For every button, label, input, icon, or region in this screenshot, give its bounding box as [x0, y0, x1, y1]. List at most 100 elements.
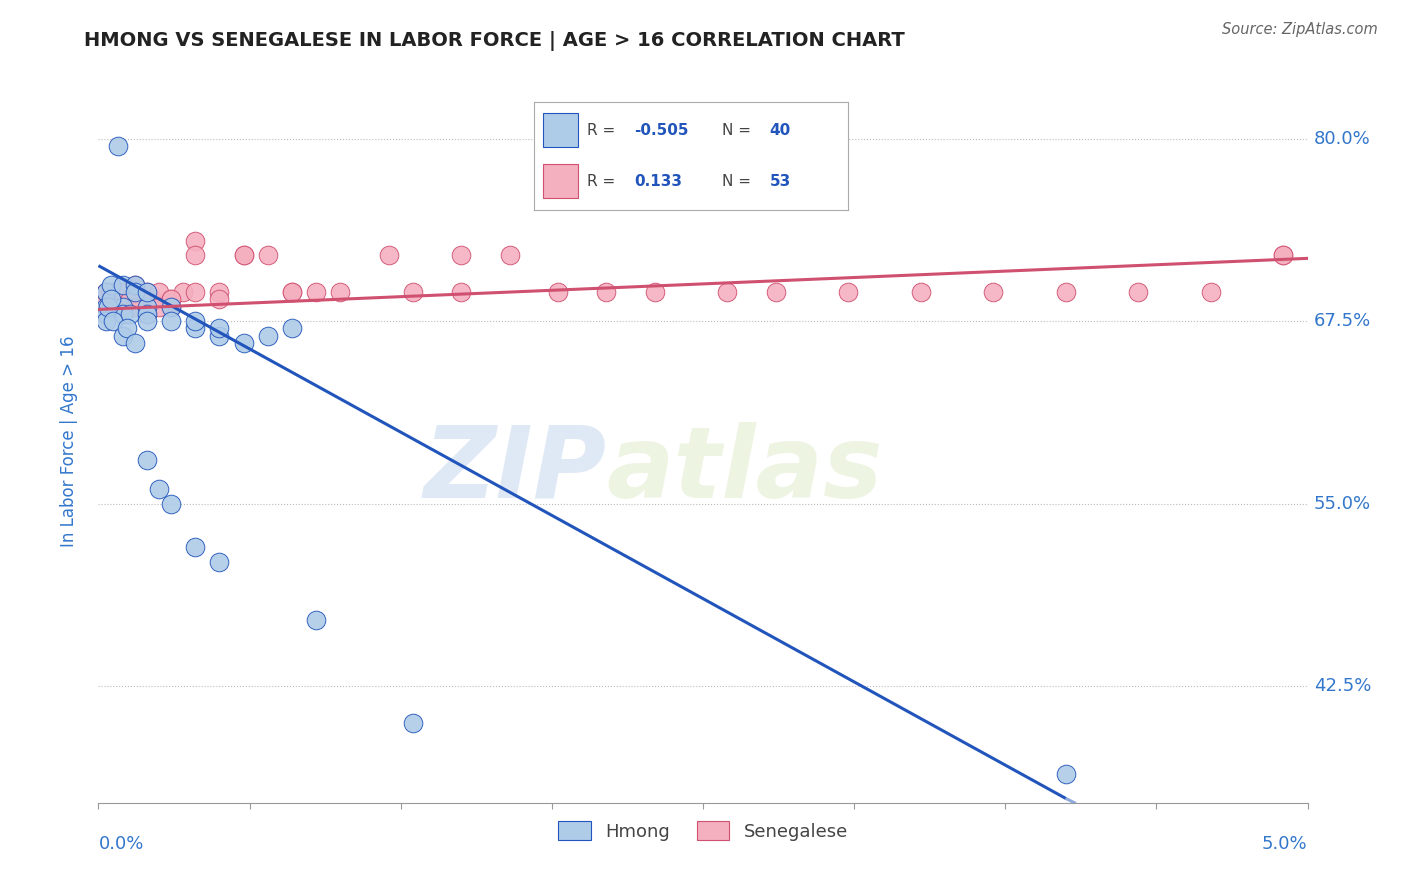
Point: [148, 482, 170, 496]
Point: [94, 285, 117, 299]
Point: [101, 314, 124, 328]
Point: [124, 277, 146, 292]
Point: [160, 497, 183, 511]
Point: [118, 292, 141, 306]
Point: [402, 285, 425, 299]
Point: [111, 300, 134, 314]
Text: 42.5%: 42.5%: [1313, 677, 1371, 695]
Point: [124, 336, 146, 351]
Text: 5.0%: 5.0%: [1263, 835, 1308, 854]
Point: [94, 314, 117, 328]
Point: [117, 321, 139, 335]
Point: [837, 285, 859, 299]
Point: [547, 285, 569, 299]
Point: [148, 285, 170, 299]
Y-axis label: In Labor Force | Age > 16: In Labor Force | Age > 16: [59, 335, 77, 548]
Point: [1272, 248, 1295, 262]
Point: [97, 300, 120, 314]
Point: [281, 285, 304, 299]
Point: [208, 321, 231, 335]
Point: [256, 328, 278, 343]
Point: [1128, 285, 1150, 299]
Point: [100, 277, 122, 292]
Point: [111, 328, 134, 343]
Point: [100, 292, 122, 306]
Point: [281, 321, 304, 335]
Text: ZIP: ZIP: [423, 422, 606, 519]
Point: [160, 292, 183, 306]
Point: [281, 285, 304, 299]
Point: [716, 285, 738, 299]
Point: [148, 300, 170, 314]
Point: [131, 300, 153, 314]
Point: [94, 307, 117, 321]
Point: [111, 285, 134, 299]
Point: [97, 300, 120, 314]
Point: [135, 452, 157, 467]
Point: [100, 285, 122, 299]
Point: [208, 292, 231, 306]
Legend: Hmong, Senegalese: Hmong, Senegalese: [551, 814, 855, 848]
Point: [232, 336, 254, 351]
Point: [1054, 285, 1077, 299]
Text: atlas: atlas: [606, 422, 883, 519]
Point: [765, 285, 787, 299]
Point: [160, 300, 183, 314]
Point: [595, 285, 617, 299]
Point: [124, 285, 146, 299]
Point: [1272, 248, 1295, 262]
Point: [402, 715, 425, 730]
Point: [135, 285, 157, 299]
Text: HMONG VS SENEGALESE IN LABOR FORCE | AGE > 16 CORRELATION CHART: HMONG VS SENEGALESE IN LABOR FORCE | AGE…: [84, 31, 905, 51]
Point: [184, 541, 207, 555]
Point: [208, 285, 231, 299]
Text: 67.5%: 67.5%: [1313, 312, 1371, 330]
Point: [1199, 285, 1222, 299]
Point: [104, 292, 127, 306]
Point: [107, 285, 129, 299]
Point: [94, 285, 117, 299]
Point: [450, 248, 472, 262]
Point: [124, 300, 146, 314]
Text: 0.0%: 0.0%: [98, 835, 143, 854]
Point: [135, 307, 157, 321]
Point: [644, 285, 666, 299]
Point: [450, 285, 472, 299]
Point: [160, 292, 183, 306]
Point: [101, 300, 124, 314]
Point: [91, 292, 114, 306]
Point: [910, 285, 932, 299]
Point: [256, 248, 278, 262]
Point: [100, 300, 122, 314]
Point: [184, 234, 207, 248]
Point: [184, 314, 207, 328]
Point: [135, 300, 157, 314]
Point: [160, 300, 183, 314]
Point: [111, 277, 134, 292]
Point: [94, 300, 117, 314]
Point: [305, 285, 328, 299]
Point: [329, 285, 352, 299]
Point: [107, 139, 129, 153]
Point: [305, 613, 328, 627]
Text: 80.0%: 80.0%: [1313, 129, 1371, 148]
Point: [141, 292, 163, 306]
Point: [135, 300, 157, 314]
Point: [208, 328, 231, 343]
Text: Source: ZipAtlas.com: Source: ZipAtlas.com: [1222, 22, 1378, 37]
Point: [232, 248, 254, 262]
Point: [208, 555, 231, 569]
Point: [1054, 766, 1077, 780]
Point: [124, 277, 146, 292]
Point: [111, 300, 134, 314]
Point: [118, 307, 141, 321]
Point: [135, 285, 157, 299]
Point: [111, 307, 134, 321]
Point: [232, 248, 254, 262]
Point: [184, 321, 207, 335]
Point: [172, 285, 194, 299]
Text: 55.0%: 55.0%: [1313, 494, 1371, 513]
Point: [377, 248, 399, 262]
Point: [184, 248, 207, 262]
Point: [135, 314, 157, 328]
